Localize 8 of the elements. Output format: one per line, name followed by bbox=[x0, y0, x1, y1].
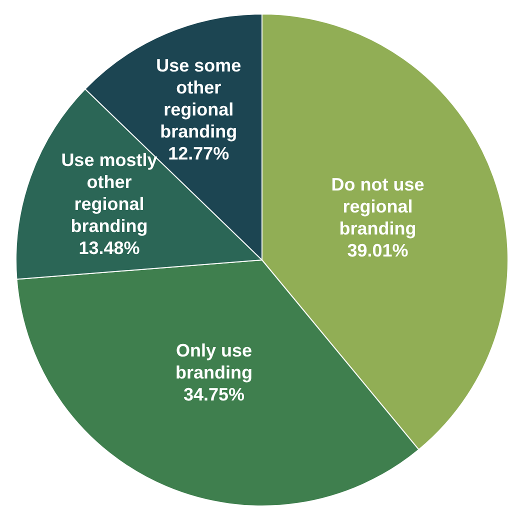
data-label: 34.75% bbox=[183, 384, 245, 404]
slice-label: Do not use regional branding bbox=[331, 174, 424, 238]
data-label: 39.01% bbox=[347, 240, 408, 260]
slice-label: Use some other regional branding bbox=[156, 55, 242, 142]
data-label: 13.48% bbox=[78, 238, 140, 258]
slice-label: Use mostly other regional branding bbox=[61, 150, 158, 236]
data-label: 12.77% bbox=[168, 143, 230, 164]
slice-label: Only use branding bbox=[176, 340, 253, 382]
